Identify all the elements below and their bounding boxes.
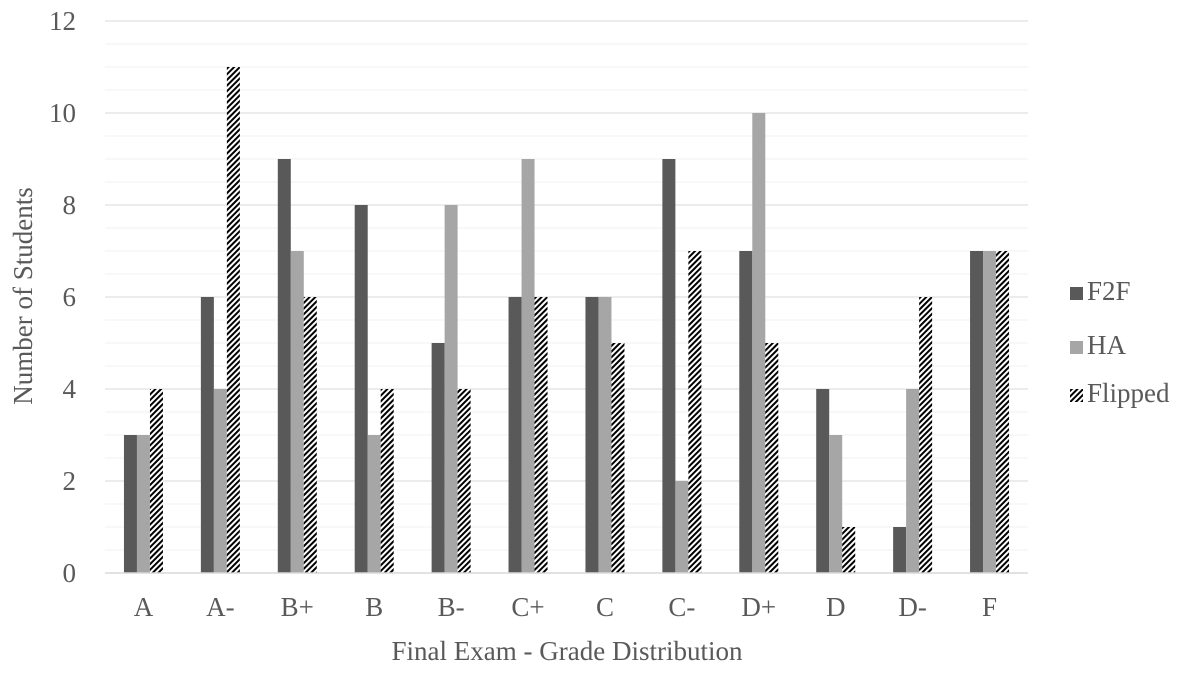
bar-ha-cminus [675, 481, 689, 573]
x-tick-label: C- [668, 592, 695, 622]
gridlines [105, 20, 1028, 551]
x-tick-label: F [982, 592, 997, 622]
y-tick-label: 10 [49, 98, 76, 128]
bar-ha-dminus [906, 389, 920, 573]
x-tick-label: D+ [741, 592, 776, 622]
legend-label-ha: HA [1087, 330, 1126, 360]
x-tick-label: C+ [511, 592, 544, 622]
y-tick-label: 8 [63, 190, 77, 220]
bar-f2f-bminus [431, 343, 445, 573]
bar-ha-bplus [290, 251, 304, 573]
y-tick-label: 0 [63, 558, 77, 588]
x-axis-title: Final Exam - Grade Distribution [392, 636, 743, 666]
x-tick-label: B [365, 592, 383, 622]
bar-ha-c [598, 297, 612, 573]
bar-flipped-dplus [765, 343, 779, 573]
x-tick-label: D- [898, 592, 927, 622]
legend-label-flipped: Flipped [1087, 378, 1170, 408]
bar-ha-bminus [444, 205, 458, 573]
bar-f2f-bplus [277, 159, 291, 573]
bars [123, 67, 1010, 573]
bar-f2f-f [970, 251, 984, 573]
x-tick-label: D [826, 592, 846, 622]
bar-flipped-cplus [534, 297, 548, 573]
bar-f2f-b [354, 205, 368, 573]
x-tick-label: A- [206, 592, 235, 622]
bar-ha-aminus [213, 389, 227, 573]
bar-f2f-cminus [662, 159, 676, 573]
y-tick-label: 6 [63, 282, 77, 312]
bar-flipped-c [611, 343, 625, 573]
bar-flipped-f [996, 251, 1010, 573]
bar-ha-f [983, 251, 997, 573]
legend-swatch-f2f [1070, 287, 1083, 300]
x-axis: A A- B+ B B- C+ C C- D+ D D- F [105, 572, 1028, 622]
legend-swatch-ha [1070, 341, 1083, 354]
bar-f2f-dminus [893, 527, 907, 573]
bar-flipped-aminus [226, 67, 240, 573]
bar-flipped-cminus [688, 251, 702, 573]
legend-label-f2f: F2F [1087, 276, 1131, 306]
y-tick-label: 4 [63, 374, 77, 404]
bar-flipped-bminus [457, 389, 471, 573]
x-tick-label: B+ [281, 592, 314, 622]
y-axis: 0 2 4 6 8 10 12 [49, 6, 77, 588]
bar-flipped-dminus [919, 297, 933, 573]
x-tick-label: C [596, 592, 614, 622]
bar-ha-dplus [752, 113, 766, 573]
x-tick-label: A [134, 592, 154, 622]
legend: F2F HA Flipped [1070, 276, 1170, 408]
legend-swatch-flipped [1070, 389, 1083, 402]
bar-ha-cplus [521, 159, 535, 573]
bar-ha-a [136, 435, 150, 573]
bar-f2f-aminus [200, 297, 214, 573]
bar-f2f-c [585, 297, 599, 573]
bar-f2f-cplus [508, 297, 522, 573]
bar-ha-b [367, 435, 381, 573]
bar-flipped-a [149, 389, 163, 573]
bar-flipped-d [842, 527, 856, 573]
x-tick-label: B- [438, 592, 465, 622]
bar-ha-d [829, 435, 843, 573]
bar-f2f-d [816, 389, 830, 573]
y-tick-label: 12 [49, 6, 76, 36]
y-tick-label: 2 [63, 466, 77, 496]
bar-f2f-a [123, 435, 137, 573]
bar-flipped-b [380, 389, 394, 573]
bar-flipped-bplus [303, 297, 317, 573]
bar-f2f-dplus [739, 251, 753, 573]
y-axis-title: Number of Students [8, 187, 38, 404]
